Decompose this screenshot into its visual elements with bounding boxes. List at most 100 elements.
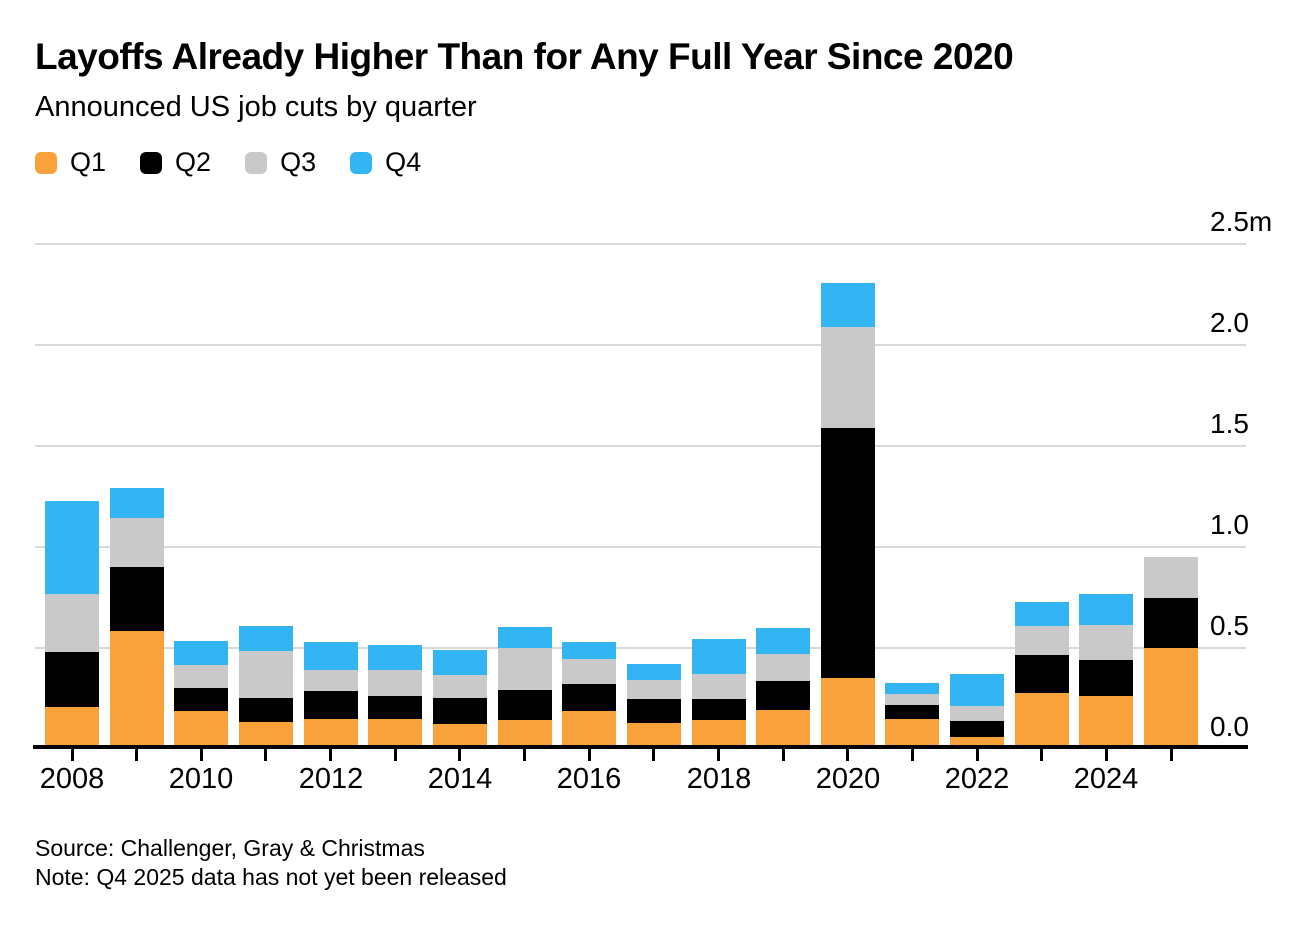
bar-2021-q1 (885, 719, 939, 748)
x-axis-label: 2008 (39, 763, 105, 795)
bar-2022-q2 (950, 721, 1004, 737)
bar-2023-q3 (1015, 626, 1069, 655)
x-tick-2015 (523, 749, 526, 761)
x-axis-line (33, 745, 1248, 749)
y-axis-label: 2.5m (1210, 206, 1273, 237)
bar-2010-q4 (174, 641, 228, 665)
x-axis-label: 2010 (168, 763, 234, 795)
gridline-0.5 (35, 647, 1246, 649)
bar-2016-q3 (562, 659, 616, 684)
x-axis-label: 2016 (556, 763, 622, 795)
x-tick-2017 (652, 749, 655, 761)
bar-2013-q2 (368, 696, 422, 719)
x-tick-2008 (71, 749, 74, 761)
bar-2009-q1 (110, 631, 164, 748)
bar-2010-q1 (174, 711, 228, 748)
bar-2013-q1 (368, 719, 422, 748)
x-tick-2009 (135, 749, 138, 761)
bar-2018-q3 (692, 674, 746, 699)
gridline-1.5 (35, 445, 1246, 447)
x-tick-2019 (782, 749, 785, 761)
legend-swatch-q1 (35, 151, 57, 174)
bar-2015-q4 (498, 627, 552, 648)
chart-subtitle: Announced US job cuts by quarter (35, 91, 477, 123)
gridline-2.0 (35, 344, 1246, 346)
bar-2019-q4 (756, 628, 810, 654)
bar-2025-q2 (1144, 598, 1198, 648)
bar-2012-q3 (304, 670, 358, 691)
bar-2023-q1 (1015, 693, 1069, 748)
legend-item-q2: Q2 (140, 149, 211, 176)
bar-2014-q4 (433, 650, 487, 675)
bar-2018-q1 (692, 720, 746, 748)
x-axis-label: 2018 (686, 763, 752, 795)
legend-swatch-q4 (350, 151, 373, 174)
bar-2011-q2 (239, 698, 293, 722)
y-axis-label: 0.0 (1210, 711, 1249, 742)
bar-2022-q4 (950, 674, 1004, 706)
legend-label: Q2 (175, 147, 212, 177)
legend: Q1 Q2 Q3 Q4 (35, 149, 421, 176)
bar-2024-q3 (1079, 625, 1133, 660)
y-axis-label: 1.0 (1210, 509, 1249, 540)
footer: Source: Challenger, Gray & Christmas Not… (35, 834, 507, 892)
bar-2024-q2 (1079, 660, 1133, 696)
bar-2012-q2 (304, 691, 358, 719)
bar-2009-q4 (110, 488, 164, 518)
bar-2011-q3 (239, 651, 293, 698)
x-tick-2023 (1040, 749, 1043, 761)
x-tick-2010 (200, 749, 203, 761)
x-tick-2021 (911, 749, 914, 761)
bar-2015-q2 (498, 690, 552, 720)
legend-label: Q3 (280, 147, 317, 177)
bar-2020-q3 (821, 327, 875, 428)
bar-2016-q1 (562, 711, 616, 748)
bar-2012-q1 (304, 719, 358, 748)
bar-2014-q2 (433, 698, 487, 724)
x-tick-2014 (458, 749, 461, 761)
x-axis-label: 2024 (1073, 763, 1139, 795)
bar-2009-q2 (110, 567, 164, 631)
x-tick-2022 (976, 749, 979, 761)
legend-item-q3: Q3 (245, 149, 316, 176)
bar-2015-q3 (498, 648, 552, 690)
legend-item-q4: Q4 (350, 149, 421, 176)
bar-2019-q2 (756, 681, 810, 710)
bar-2009-q3 (110, 518, 164, 567)
bar-2025-q1 (1144, 648, 1198, 748)
bar-2008-q1 (45, 707, 99, 748)
bar-2008-q3 (45, 594, 99, 652)
bar-2023-q2 (1015, 655, 1069, 693)
bar-2018-q2 (692, 699, 746, 720)
x-axis-label: 2022 (944, 763, 1010, 795)
x-tick-2011 (264, 749, 267, 761)
bar-2017-q3 (627, 680, 681, 699)
x-axis-label: 2012 (298, 763, 364, 795)
bar-2019-q3 (756, 654, 810, 681)
gridline-1.0 (35, 546, 1246, 548)
y-axis-label: 1.5 (1210, 408, 1249, 439)
bar-2008-q4 (45, 501, 99, 594)
bar-2016-q4 (562, 642, 616, 659)
x-tick-2013 (394, 749, 397, 761)
chart-title: Layoffs Already Higher Than for Any Full… (35, 36, 1014, 77)
legend-item-q1: Q1 (35, 149, 106, 176)
y-axis-label: 0.5 (1210, 610, 1249, 641)
bar-2025-q3 (1144, 557, 1198, 598)
note-line: Note: Q4 2025 data has not yet been rele… (35, 864, 507, 890)
bar-2011-q4 (239, 626, 293, 651)
legend-swatch-q2 (140, 151, 163, 174)
bar-2008-q2 (45, 652, 99, 707)
bar-2022-q1 (950, 737, 1004, 748)
gridline-2.5m (35, 243, 1246, 245)
x-tick-2024 (1105, 749, 1108, 761)
bar-2017-q1 (627, 723, 681, 748)
bar-2013-q3 (368, 670, 422, 696)
legend-swatch-q3 (245, 151, 268, 174)
y-axis-label: 2.0 (1210, 307, 1249, 338)
bar-2013-q4 (368, 645, 422, 670)
bar-2023-q4 (1015, 602, 1069, 626)
bar-2020-q2 (821, 428, 875, 678)
bar-2014-q1 (433, 724, 487, 748)
